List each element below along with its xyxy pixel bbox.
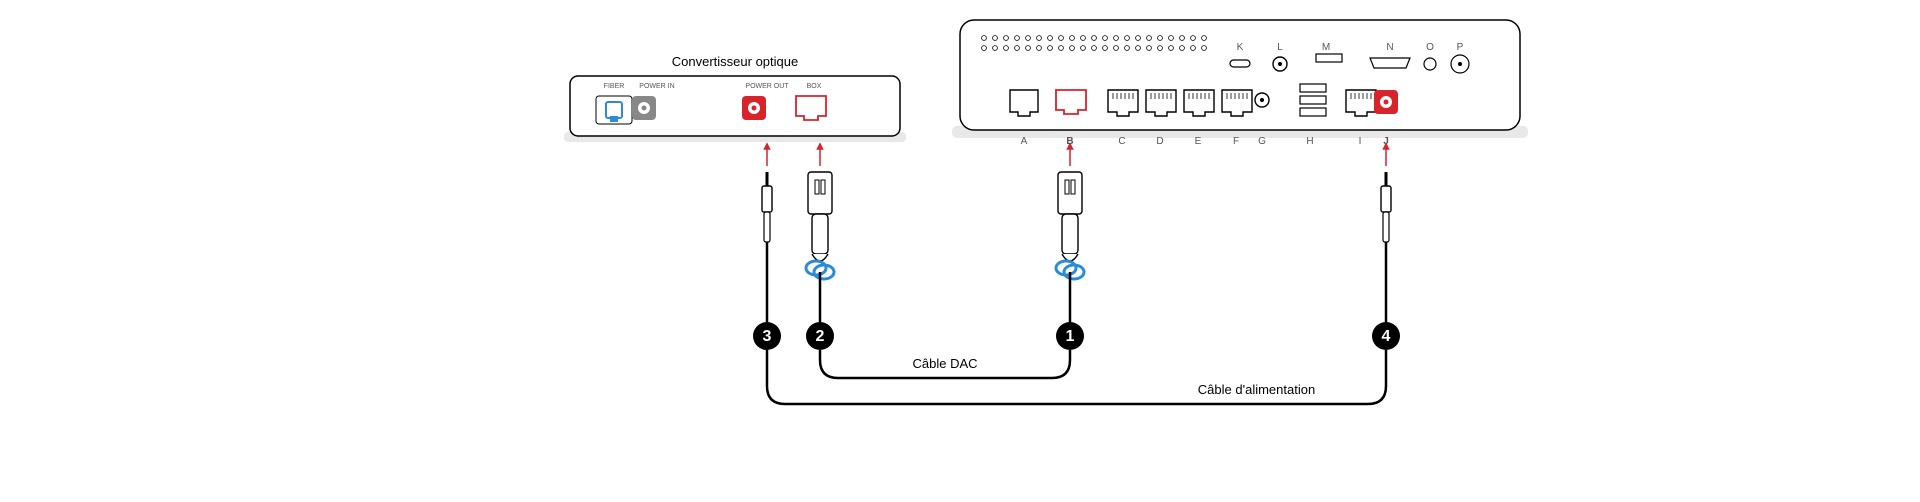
step-number-3: 3 — [763, 328, 772, 345]
converter-port-fiber — [596, 96, 632, 124]
router-port-letter-A: A — [1021, 136, 1028, 147]
plug-step-1 — [1056, 172, 1084, 279]
router-port-H — [1300, 84, 1326, 116]
router-port-J — [1374, 90, 1398, 114]
router-port-letter-H: H — [1306, 136, 1313, 147]
router-port-letter-F: F — [1233, 136, 1239, 147]
converter-port-label-box: BOX — [807, 83, 822, 90]
router-port-letter-O: O — [1426, 42, 1434, 53]
router-port-I — [1346, 90, 1376, 116]
router-port-letter-N: N — [1386, 42, 1393, 53]
router-port-D — [1146, 90, 1176, 116]
converter-port-label-fiber: FIBER — [604, 83, 625, 90]
router-port-letter-C: C — [1118, 136, 1125, 147]
router-port-letter-G: G — [1258, 136, 1266, 147]
router-port-letter-K: K — [1237, 42, 1244, 53]
router-port-letter-I: I — [1359, 136, 1362, 147]
router-port-letter-M: M — [1322, 42, 1330, 53]
converter-port-label-power_in: POWER IN — [639, 83, 674, 90]
router-port-letter-P: P — [1457, 42, 1464, 53]
converter-port-power_out — [742, 96, 766, 120]
plug-step-3 — [762, 172, 772, 242]
router-port-letter-B: B — [1066, 136, 1073, 147]
plug-step-4 — [1381, 172, 1391, 242]
dac-cable-label: Câble DAC — [912, 356, 977, 371]
step-number-1: 1 — [1066, 328, 1075, 345]
converter-port-box — [796, 96, 826, 120]
router-port-N — [1370, 58, 1410, 68]
plug-step-2 — [806, 172, 834, 279]
router-port-B — [1056, 90, 1086, 114]
router-port-C — [1108, 90, 1138, 116]
router-port-letter-L: L — [1277, 42, 1283, 53]
router-port-E — [1184, 90, 1214, 116]
router-port-A — [1010, 90, 1038, 116]
router-port-F — [1222, 90, 1252, 116]
router-port-M — [1316, 54, 1342, 62]
power-cable-label: Câble d'alimentation — [1198, 382, 1315, 397]
step-number-4: 4 — [1382, 328, 1391, 345]
converter-port-power_in — [632, 96, 656, 120]
converter-port-label-power_out: POWER OUT — [745, 83, 789, 90]
router-port-letter-D: D — [1156, 136, 1163, 147]
router-port-letter-E: E — [1195, 136, 1202, 147]
converter-title: Convertisseur optique — [672, 54, 798, 69]
step-number-2: 2 — [816, 328, 825, 345]
router-port-letter-J: J — [1383, 136, 1389, 147]
router-port-K — [1230, 60, 1250, 67]
